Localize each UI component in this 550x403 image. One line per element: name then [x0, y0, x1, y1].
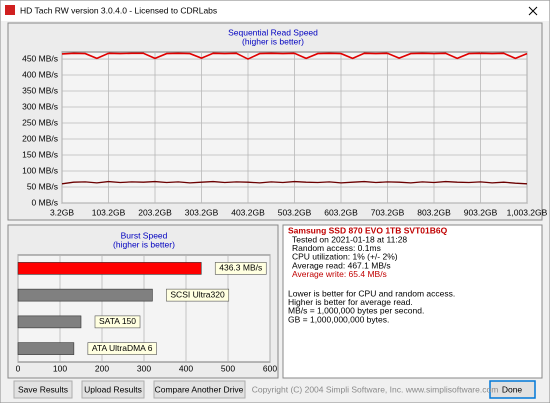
save-label: Save Results [18, 384, 68, 394]
info-line: Average write: 65.4 MB/s [292, 269, 387, 279]
bar [17, 342, 75, 355]
app-icon [5, 5, 15, 15]
chart-subtitle: (higher is better) [242, 36, 304, 46]
bar-label-box [87, 342, 157, 355]
close-button[interactable] [528, 6, 538, 16]
upload-label: Upload Results [84, 384, 142, 394]
x-tick-label: 3.2GB [50, 207, 74, 217]
bar [17, 262, 202, 275]
done-label: Done [502, 384, 523, 394]
y-tick-label: 50 MB/s [27, 181, 58, 191]
speed-line [61, 180, 528, 185]
bar-label-box [214, 262, 267, 275]
info-line: Average read: 467.1 MB/s [292, 260, 391, 270]
bar-label-box [94, 315, 141, 329]
info-line: CPU utilization: 1% (+/- 2%) [292, 252, 398, 262]
bar-label: 436.3 MB/s [219, 263, 262, 273]
info-line: Random access: 0.1ms [292, 243, 381, 253]
x-tick-label: 603.2GB [324, 207, 358, 217]
bar [17, 288, 153, 302]
title-bar [1, 1, 549, 21]
y-tick-label: 150 MB/s [22, 149, 58, 159]
chart-title: Sequential Read Speed [228, 27, 318, 37]
note-line: GB = 1,000,000,000 bytes. [288, 314, 389, 324]
note-line: Higher is better for average read. [288, 297, 413, 307]
x-tick-label: 1,003.2GB [507, 207, 548, 217]
x-tick-label: 403.2GB [231, 207, 265, 217]
y-tick-label: 100 MB/s [22, 165, 58, 175]
y-tick-label: 400 MB/s [22, 69, 58, 79]
x-tick-label: 303.2GB [185, 207, 219, 217]
save-button[interactable] [13, 380, 73, 399]
bar-label-box [166, 288, 230, 302]
note-line: MB/s = 1,000,000 bytes per second. [288, 306, 424, 316]
x-tick-label: 103.2GB [92, 207, 126, 217]
copyright: Copyright (C) 2004 Simpli Software, Inc.… [252, 384, 499, 394]
y-tick-label: 350 MB/s [22, 85, 58, 95]
y-tick-label: 200 MB/s [22, 133, 58, 143]
x-tick-label: 503.2GB [278, 207, 312, 217]
bar-label: SCSI Ultra320 [170, 289, 225, 299]
buttons: Save Results Upload Results Compare Anot… [13, 380, 536, 399]
x-tick-label: 803.2GB [417, 207, 451, 217]
info-panel [282, 224, 543, 379]
done-button[interactable] [489, 380, 536, 399]
upload-button[interactable] [81, 380, 145, 399]
x-tick-label: 300 [137, 363, 151, 373]
x-tick-label: 500 [221, 363, 235, 373]
bar [17, 315, 82, 329]
speed-line [61, 52, 528, 60]
y-tick-label: 300 MB/s [22, 101, 58, 111]
x-tick-label: 703.2GB [371, 207, 405, 217]
drive-name: Samsung SSD 870 EVO 1TB SVT01B6Q [288, 225, 448, 235]
x-tick-label: 903.2GB [464, 207, 498, 217]
x-tick-label: 200 [95, 363, 109, 373]
window-title: HD Tach RW version 3.0.4.0 - Licensed to… [20, 5, 217, 15]
info-line: Tested on 2021-01-18 at 11:28 [292, 234, 407, 244]
bar-label: ATA UltraDMA 6 [92, 343, 153, 353]
compare-button[interactable] [153, 380, 246, 399]
x-tick-label: 600 [263, 363, 277, 373]
x-tick-label: 203.2GB [138, 207, 172, 217]
x-tick-label: 0 [16, 363, 21, 373]
x-tick-label: 100 [53, 363, 67, 373]
y-tick-label: 250 MB/s [22, 117, 58, 127]
chart-subtitle: (higher is better) [113, 239, 175, 249]
note-line: Lower is better for CPU and random acces… [288, 288, 455, 298]
y-tick-label: 450 MB/s [22, 53, 58, 63]
x-tick-label: 400 [179, 363, 193, 373]
chart-title: Burst Speed [121, 230, 168, 240]
bar-label: SATA 150 [99, 316, 136, 326]
compare-label: Compare Another Drive [155, 384, 244, 394]
y-tick-label: 0 MB/s [32, 197, 58, 207]
